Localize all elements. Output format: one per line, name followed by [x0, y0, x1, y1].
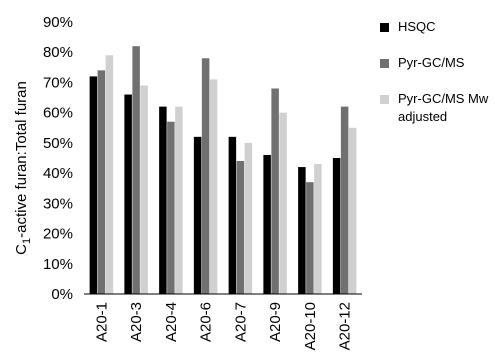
bar-a20-10-series-2	[306, 182, 314, 294]
legend-label: HSQC	[398, 19, 436, 34]
y-axis-label-post: -active furan:Total furan	[13, 81, 30, 238]
x-category-label: A20-7	[232, 302, 249, 342]
legend-item-hsqc: HSQC	[380, 18, 492, 36]
x-category-label: A20-1	[93, 302, 110, 342]
y-tick-label: 40%	[43, 165, 73, 182]
bar-a20-10-series-1	[298, 167, 306, 294]
legend: HSQC Pyr-GC/MS Pyr-GC/MS Mw adjusted	[380, 18, 492, 144]
y-tick-label: 20%	[43, 226, 73, 243]
bar-a20-6-series-3	[209, 79, 218, 294]
bar-a20-7-series-1	[228, 136, 237, 294]
bar-a20-12-series-3	[348, 127, 357, 295]
bar-a20-9-series-1	[263, 154, 271, 294]
y-tick-label: 0%	[51, 286, 73, 303]
bar-a20-4-series-3	[175, 106, 183, 294]
bar-a20-7-series-2	[236, 161, 245, 294]
x-category-label: A20-4	[163, 302, 180, 342]
y-axis-label: C1-active furan:Total furan	[13, 81, 33, 255]
bar-a20-7-series-3	[244, 142, 253, 294]
bar-a20-12-series-1	[332, 158, 341, 294]
y-tick-label: 60%	[43, 105, 73, 122]
bar-a20-1-series-3	[105, 55, 114, 294]
y-axis-label-sub: 1	[21, 238, 33, 244]
bar-a20-6-series-2	[201, 58, 210, 295]
y-tick-label: 80%	[43, 44, 73, 61]
bar-a20-4-series-1	[159, 106, 167, 294]
legend-swatch	[380, 23, 389, 32]
legend-swatch	[380, 59, 389, 68]
x-axis-labels: A20-1 A20-3 A20-4 A20-6 A20-7 A20-9 A20-10 A20-…	[93, 302, 353, 350]
y-axis-label-pre: C	[13, 244, 30, 255]
bar-a20-9-series-2	[271, 88, 279, 294]
bar-a20-4-series-2	[167, 121, 175, 294]
bars	[89, 46, 357, 295]
y-tick-label: 70%	[43, 74, 73, 91]
x-category-label: A20-3	[128, 302, 145, 342]
bar-a20-1-series-1	[89, 76, 98, 295]
x-category-label: A20-6	[198, 302, 215, 342]
y-tick-label: 90%	[43, 14, 73, 31]
y-axis-ticks: 0% 10% 20% 30% 40% 50% 60% 70% 80% 90%	[43, 14, 73, 303]
legend-item-pyr-gc-ms: Pyr-GC/MS	[380, 54, 492, 72]
bar-a20-3-series-2	[132, 46, 140, 294]
legend-item-pyr-gc-ms-mw-adjusted: Pyr-GC/MS Mw adjusted	[380, 90, 492, 126]
bar-a20-9-series-3	[279, 112, 287, 295]
x-category-label: A20-9	[267, 302, 284, 342]
legend-swatch	[380, 95, 389, 104]
x-category-label: A20-12	[337, 302, 354, 350]
bar-a20-10-series-3	[314, 164, 322, 294]
y-tick-label: 10%	[43, 256, 73, 273]
bar-a20-12-series-2	[340, 106, 349, 294]
bar-a20-3-series-3	[140, 85, 148, 294]
y-tick-label: 50%	[43, 135, 73, 152]
bar-a20-6-series-1	[193, 136, 202, 294]
bar-a20-3-series-1	[124, 94, 132, 295]
legend-label: Pyr-GC/MS Mw adjusted	[398, 91, 489, 124]
x-category-label: A20-10	[302, 302, 319, 350]
legend-label: Pyr-GC/MS	[398, 55, 465, 70]
bar-a20-1-series-2	[97, 70, 106, 294]
y-tick-label: 30%	[43, 195, 73, 212]
